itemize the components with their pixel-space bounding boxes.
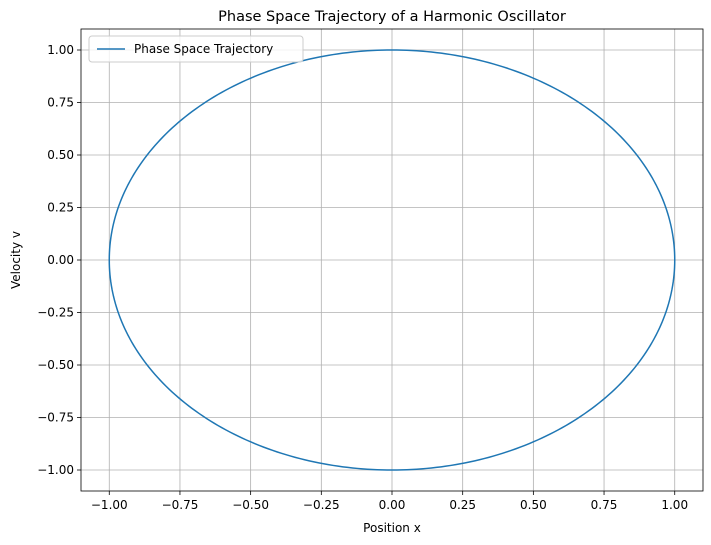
legend: Phase Space Trajectory xyxy=(88,35,304,63)
x-tick-label: 0.00 xyxy=(379,498,406,512)
legend-box xyxy=(88,35,304,63)
x-tick-label: 0.75 xyxy=(591,498,618,512)
x-tick-label: −1.00 xyxy=(91,498,128,512)
series-layer xyxy=(108,49,676,471)
legend-label: Phase Space Trajectory xyxy=(134,42,273,56)
y-axis-ticks: −1.00 −0.75 −0.50 −0.25 0.00 0.25 0.50 0.75 1.00 xyxy=(37,43,81,477)
x-tick-label: 0.25 xyxy=(449,498,476,512)
y-tick-label: 0.75 xyxy=(47,96,74,110)
x-tick-label: −0.50 xyxy=(232,498,269,512)
y-tick-label: 0.00 xyxy=(47,253,74,267)
y-tick-label: −0.25 xyxy=(37,306,74,320)
x-tick-label: 1.00 xyxy=(661,498,688,512)
y-tick-label: 1.00 xyxy=(47,43,74,57)
x-tick-label: 0.50 xyxy=(520,498,547,512)
chart-title: Phase Space Trajectory of a Harmonic Osc… xyxy=(218,9,566,25)
x-axis-label: Position x xyxy=(363,521,421,535)
x-tick-label: −0.75 xyxy=(162,498,199,512)
y-tick-label: −0.75 xyxy=(37,411,74,425)
y-tick-label: 0.25 xyxy=(47,201,74,215)
series-line xyxy=(108,49,676,471)
y-tick-label: −0.50 xyxy=(37,358,74,372)
x-tick-label: −0.25 xyxy=(303,498,340,512)
y-tick-label: −1.00 xyxy=(37,463,74,477)
y-axis-label: Velocity v xyxy=(9,231,23,289)
x-axis-ticks: −1.00 −0.75 −0.50 −0.25 0.00 0.25 0.50 0.75 1.00 xyxy=(91,491,688,512)
y-tick-label: 0.50 xyxy=(47,148,74,162)
